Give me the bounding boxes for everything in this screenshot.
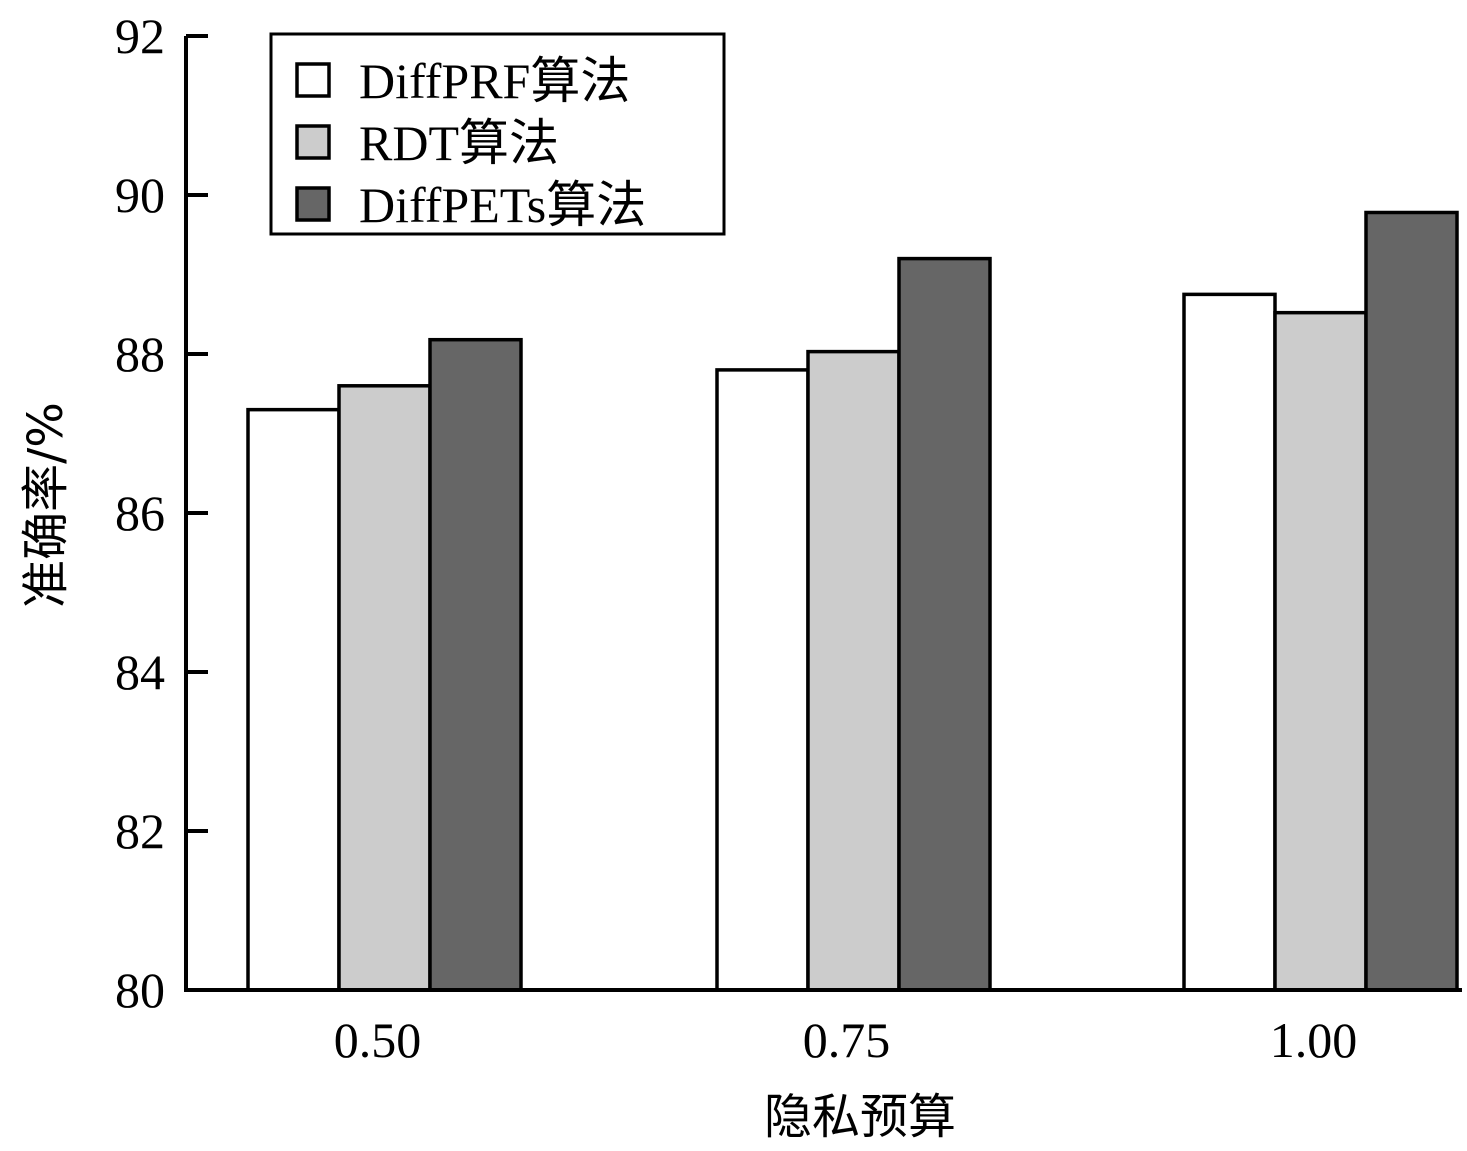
bar-3-0.75 — [897, 256, 992, 992]
bar-1-0.75 — [715, 368, 810, 992]
bar-1-0.50 — [246, 407, 341, 992]
bar-2-0.50 — [337, 384, 432, 992]
legend-swatch-3 — [295, 186, 331, 222]
legend-swatch-1 — [295, 62, 331, 98]
legend-box — [269, 32, 726, 236]
bars-layer — [246, 210, 1459, 992]
y-tick-label: 92 — [115, 8, 165, 64]
x-tick-label: 0.50 — [334, 1012, 422, 1068]
y-axis-title: 准确率/% — [18, 402, 74, 608]
y-tick-label: 82 — [115, 803, 165, 859]
legend: DiffPRF算法 RDT算法 DiffPETs算法 — [269, 32, 726, 236]
legend-label-3: DiffPETs算法 — [359, 177, 646, 233]
legend-label-2: RDT算法 — [359, 115, 559, 171]
x-tick-label: 0.75 — [803, 1012, 891, 1068]
y-ticks: 80 82 84 86 88 90 92 — [115, 8, 208, 1018]
bar-2-0.75 — [806, 349, 901, 992]
bar-3-1.00 — [1364, 210, 1459, 992]
y-tick-label: 88 — [115, 326, 165, 382]
y-tick-label: 80 — [115, 962, 165, 1018]
bar-1-1.00 — [1182, 292, 1277, 992]
x-axis-title: 隐私预算 — [764, 1089, 956, 1145]
y-tick-label: 90 — [115, 167, 165, 223]
y-tick-label: 84 — [115, 644, 165, 700]
bar-3-0.50 — [428, 337, 523, 992]
x-tick-labels: 0.50 0.75 1.00 — [334, 1012, 1358, 1068]
bar-2-1.00 — [1273, 310, 1368, 992]
y-tick-label: 86 — [115, 485, 165, 541]
legend-swatch-2 — [295, 124, 331, 160]
x-tick-label: 1.00 — [1270, 1012, 1358, 1068]
legend-label-1: DiffPRF算法 — [359, 53, 630, 109]
